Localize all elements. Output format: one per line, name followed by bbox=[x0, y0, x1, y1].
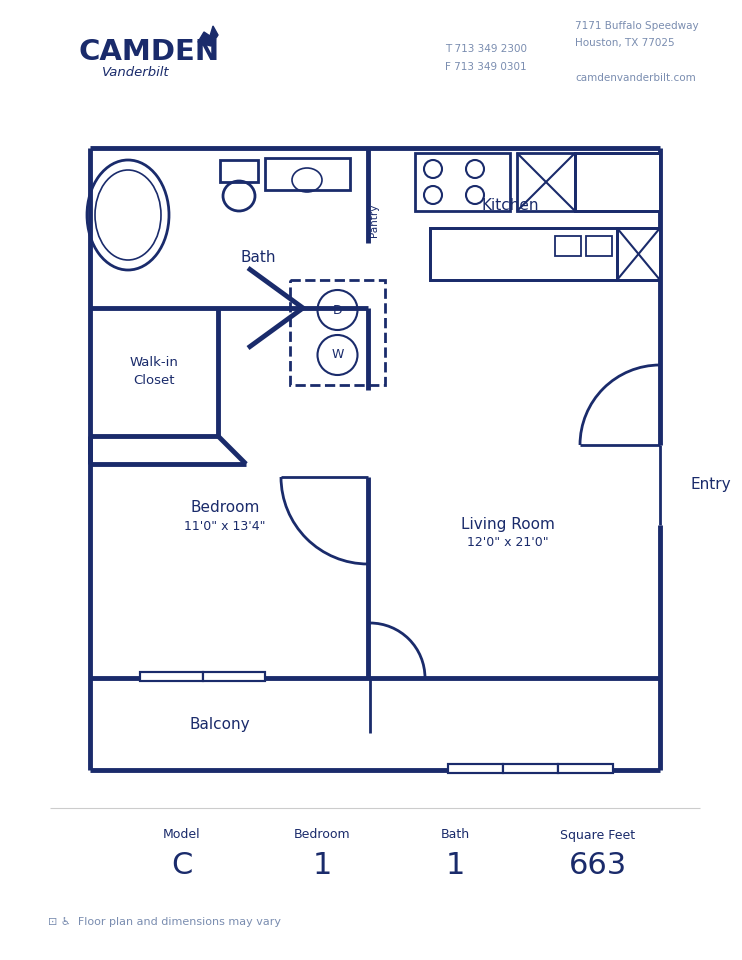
Text: Kitchen: Kitchen bbox=[482, 198, 539, 212]
Text: C: C bbox=[171, 851, 193, 879]
Bar bbox=[415, 153, 510, 211]
Bar bbox=[503, 764, 558, 773]
Bar bbox=[430, 228, 660, 280]
Bar bbox=[140, 672, 203, 681]
Bar bbox=[220, 160, 258, 182]
Bar bbox=[290, 280, 385, 385]
Bar bbox=[140, 672, 203, 681]
Text: Bath: Bath bbox=[240, 251, 276, 266]
Text: Entry: Entry bbox=[690, 477, 731, 492]
Bar bbox=[575, 153, 660, 211]
Text: Bedroom: Bedroom bbox=[294, 828, 350, 842]
Bar bbox=[586, 236, 612, 256]
Text: Pantry: Pantry bbox=[369, 204, 379, 237]
Text: ⊡ ♿  Floor plan and dimensions may vary: ⊡ ♿ Floor plan and dimensions may vary bbox=[48, 917, 281, 927]
Text: Balcony: Balcony bbox=[190, 716, 250, 732]
Text: Closet: Closet bbox=[134, 374, 175, 388]
Bar bbox=[558, 764, 613, 773]
Bar bbox=[430, 228, 660, 280]
Bar bbox=[448, 764, 503, 773]
Text: 1: 1 bbox=[445, 851, 464, 879]
Text: CAMDEN: CAMDEN bbox=[78, 38, 219, 66]
Bar bbox=[203, 672, 265, 681]
Bar bbox=[503, 764, 558, 773]
Bar bbox=[558, 764, 613, 773]
Text: D: D bbox=[332, 303, 342, 317]
Text: 11'0" x 13'4": 11'0" x 13'4" bbox=[184, 519, 266, 533]
Text: Square Feet: Square Feet bbox=[560, 828, 636, 842]
Bar bbox=[203, 672, 265, 681]
Text: T 713 349 2300
F 713 349 0301: T 713 349 2300 F 713 349 0301 bbox=[445, 44, 527, 72]
Text: W: W bbox=[332, 348, 344, 362]
Bar bbox=[575, 153, 660, 211]
Bar bbox=[617, 228, 660, 280]
Bar bbox=[265, 158, 350, 190]
Text: Model: Model bbox=[163, 828, 201, 842]
Bar bbox=[555, 236, 581, 256]
Polygon shape bbox=[198, 26, 218, 46]
Text: 1: 1 bbox=[312, 851, 332, 879]
Bar bbox=[448, 764, 503, 773]
Text: Living Room: Living Room bbox=[461, 517, 555, 533]
Text: Bedroom: Bedroom bbox=[190, 500, 260, 516]
Text: 663: 663 bbox=[569, 851, 627, 879]
Text: 12'0" x 21'0": 12'0" x 21'0" bbox=[467, 537, 549, 549]
Text: Bath: Bath bbox=[441, 828, 470, 842]
Text: Walk-in: Walk-in bbox=[130, 356, 178, 370]
Bar bbox=[517, 153, 575, 211]
Text: Vanderbilt: Vanderbilt bbox=[102, 66, 170, 80]
Bar bbox=[617, 228, 660, 280]
Text: 7171 Buffalo Speedway
Houston, TX 77025

camdenvanderbilt.com: 7171 Buffalo Speedway Houston, TX 77025 … bbox=[575, 21, 699, 83]
